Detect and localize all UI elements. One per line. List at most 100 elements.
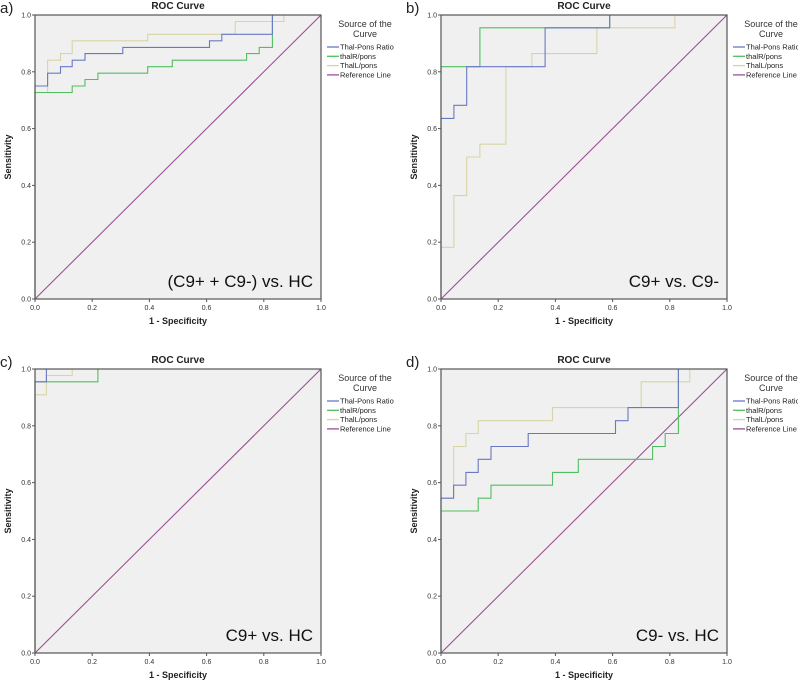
y-tick-label: 0.6 bbox=[427, 126, 437, 133]
legend-item: ThalL/pons bbox=[340, 415, 377, 424]
legend-item: ThalL/pons bbox=[746, 415, 783, 424]
y-tick-label: 0.6 bbox=[21, 480, 31, 487]
legend-item: Reference Line bbox=[340, 71, 391, 80]
y-tick-label: 0.0 bbox=[21, 297, 31, 304]
legend-title: Curve bbox=[759, 29, 783, 39]
comparison-annotation: C9+ vs. HC bbox=[226, 626, 313, 645]
x-tick-label: 1.0 bbox=[316, 659, 326, 666]
roc-panel-d: d) ROC Curve 0.00.0 0.2 0.2 0.4 0.4 0.6 0.6 0.8 0.… bbox=[406, 354, 798, 680]
x-tick-label: 0.8 bbox=[259, 305, 269, 312]
legend-item: Reference Line bbox=[746, 71, 797, 80]
y-tick-label: 0.6 bbox=[21, 126, 31, 133]
legend-title: Source of the bbox=[744, 19, 798, 29]
x-tick-label: 0.6 bbox=[608, 305, 618, 312]
x-tick-label: 0.4 bbox=[145, 659, 155, 666]
series-line-thall-pons bbox=[440, 14, 727, 299]
y-axis-label: Sensitivity bbox=[409, 488, 419, 533]
legend-item: thalR/pons bbox=[340, 406, 376, 415]
series-line-thall-pons bbox=[440, 368, 727, 653]
x-tick-label: 0.0 bbox=[30, 305, 40, 312]
y-tick-label: 0.4 bbox=[427, 183, 437, 190]
y-tick-label: 0.4 bbox=[21, 537, 31, 544]
legend-title: Curve bbox=[353, 383, 377, 393]
y-tick-label: 0.8 bbox=[21, 423, 31, 430]
x-axis-label: 1 - Specificity bbox=[555, 316, 613, 326]
legend-title: Source of the bbox=[338, 373, 392, 383]
legend-item: thalR/pons bbox=[746, 406, 782, 415]
comparison-annotation: (C9+ + C9-) vs. HC bbox=[168, 272, 313, 291]
series-line-reference-line bbox=[440, 14, 728, 300]
x-tick-label: 0.2 bbox=[87, 305, 97, 312]
y-tick-label: 0.2 bbox=[427, 240, 437, 247]
x-tick-label: 1.0 bbox=[722, 659, 732, 666]
legend-item: thalR/pons bbox=[746, 52, 782, 61]
y-tick-label: 0.6 bbox=[427, 480, 437, 487]
y-tick-label: 0.2 bbox=[21, 594, 31, 601]
x-tick-label: 0.4 bbox=[551, 659, 561, 666]
y-tick-label: 0.4 bbox=[427, 537, 437, 544]
roc-panel-b: b) ROC Curve 0.00.0 0.2 0.2 0.4 0.4 0.6 0.6 0.8 0.… bbox=[406, 0, 798, 326]
series-line-reference-line bbox=[34, 14, 322, 300]
y-tick-label: 0.0 bbox=[21, 651, 31, 658]
x-tick-label: 0.2 bbox=[493, 305, 503, 312]
y-tick-label: 0.8 bbox=[21, 69, 31, 76]
series-line-thalr-pons bbox=[440, 368, 727, 653]
x-tick-label: 0.6 bbox=[608, 659, 618, 666]
panel-label: a) bbox=[0, 0, 13, 17]
legend-item: thalR/pons bbox=[340, 52, 376, 61]
chart-title: ROC Curve bbox=[557, 1, 611, 12]
legend-item: Thal-Pons Ratio bbox=[746, 397, 798, 406]
y-tick-label: 0.8 bbox=[427, 69, 437, 76]
x-tick-label: 0.4 bbox=[551, 305, 561, 312]
y-tick-label: 1.0 bbox=[427, 367, 437, 374]
roc-panel-c: c) ROC Curve 0.00.0 0.2 0.2 0.4 0.4 0.6 0.6 0.8 0.… bbox=[0, 354, 394, 680]
series-line-reference-line bbox=[440, 368, 728, 654]
y-tick-label: 0.0 bbox=[427, 651, 437, 658]
y-axis-label: Sensitivity bbox=[3, 488, 13, 533]
series-line-reference-line bbox=[34, 368, 322, 654]
y-tick-label: 0.4 bbox=[21, 183, 31, 190]
chart-title: ROC Curve bbox=[151, 1, 205, 12]
legend-item: Thal-Pons Ratio bbox=[340, 397, 394, 406]
y-tick-label: 0.8 bbox=[427, 423, 437, 430]
legend-item: Reference Line bbox=[746, 425, 797, 434]
x-tick-label: 0.2 bbox=[493, 659, 503, 666]
plot-frame bbox=[34, 368, 322, 654]
roc-panel-a: a) ROC Curve 0.00.0 0.2 0.2 0.4 0.4 0.6 0.6 0.8 0.… bbox=[0, 0, 394, 326]
legend-title: Curve bbox=[759, 383, 783, 393]
x-axis-label: 1 - Specificity bbox=[149, 316, 207, 326]
y-tick-label: 0.0 bbox=[427, 297, 437, 304]
x-tick-label: 0.8 bbox=[665, 305, 675, 312]
chart-title: ROC Curve bbox=[557, 355, 611, 366]
y-tick-label: 1.0 bbox=[21, 367, 31, 374]
series-line-thal-pons-ratio bbox=[440, 14, 727, 299]
x-tick-label: 0.8 bbox=[259, 659, 269, 666]
panel-label: c) bbox=[0, 354, 13, 371]
panel-label: b) bbox=[406, 0, 419, 17]
series-line-thal-pons-ratio bbox=[34, 14, 321, 299]
y-tick-label: 0.2 bbox=[21, 240, 31, 247]
x-tick-label: 1.0 bbox=[316, 305, 326, 312]
x-axis-label: 1 - Specificity bbox=[555, 670, 613, 680]
legend-title: Source of the bbox=[338, 19, 392, 29]
comparison-annotation: C9+ vs. C9- bbox=[629, 272, 719, 291]
legend-title: Curve bbox=[353, 29, 377, 39]
x-tick-label: 0.0 bbox=[436, 305, 446, 312]
x-tick-label: 0.6 bbox=[202, 305, 212, 312]
plot-frame bbox=[440, 368, 728, 654]
comparison-annotation: C9- vs. HC bbox=[636, 626, 719, 645]
legend-item: ThalL/pons bbox=[746, 61, 783, 70]
legend-title: Source of the bbox=[744, 373, 798, 383]
plot-frame bbox=[440, 14, 728, 300]
x-tick-label: 0.0 bbox=[436, 659, 446, 666]
x-tick-label: 0.0 bbox=[30, 659, 40, 666]
x-tick-label: 0.8 bbox=[665, 659, 675, 666]
legend-item: Thal-Pons Ratio bbox=[746, 43, 798, 52]
series-line-thal-pons-ratio bbox=[440, 368, 727, 653]
series-line-thalr-pons bbox=[34, 14, 321, 299]
y-tick-label: 0.2 bbox=[427, 594, 437, 601]
y-axis-label: Sensitivity bbox=[409, 134, 419, 179]
legend-item: ThalL/pons bbox=[340, 61, 377, 70]
x-tick-label: 0.4 bbox=[145, 305, 155, 312]
